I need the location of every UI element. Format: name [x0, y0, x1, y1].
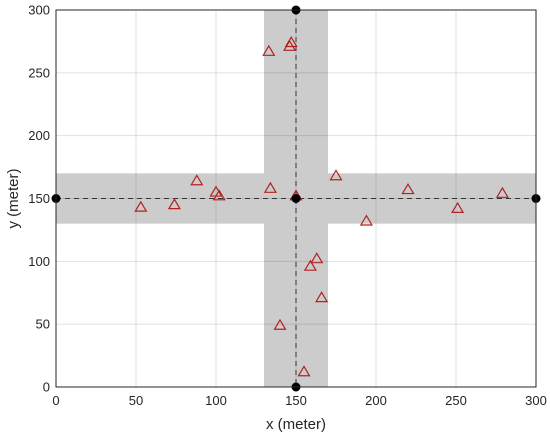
- triangle-marker: [329, 169, 343, 181]
- y-tick-label: 200: [28, 128, 50, 143]
- x-tick-label: 250: [445, 393, 467, 408]
- axes-box: [55, 9, 537, 388]
- x-tick-labels: 0 50 100 150 200 250 300: [52, 393, 546, 408]
- triangle-marker: [134, 200, 148, 212]
- x-tick-label: 100: [205, 393, 227, 408]
- triangle-marker: [273, 318, 287, 330]
- sensor-markers: [134, 35, 509, 377]
- y-tick-labels: 0 50 100 150 200 250 300: [28, 3, 50, 395]
- triangle-marker: [359, 214, 373, 226]
- x-tick-label: 150: [285, 393, 307, 408]
- x-tick-label: 0: [52, 393, 59, 408]
- triangle-marker: [401, 183, 415, 195]
- triangle-marker: [167, 198, 181, 210]
- triangle-marker: [284, 35, 298, 48]
- y-tick-label: 100: [28, 254, 50, 269]
- triangle-marker: [315, 291, 329, 303]
- x-tick-label: 200: [365, 393, 387, 408]
- triangle-marker: [212, 189, 226, 201]
- x-tick-label: 300: [525, 393, 547, 408]
- x-axis-label: x (meter): [266, 416, 326, 433]
- triangle-marker: [262, 44, 276, 56]
- road-center-lines: [56, 10, 536, 387]
- node-point: [291, 194, 301, 203]
- plot-frame: [55, 9, 537, 388]
- y-tick-label: 0: [43, 380, 50, 395]
- triangle-marker: [303, 259, 317, 271]
- x-tick-label: 50: [129, 393, 143, 408]
- y-tick-label: 150: [28, 191, 50, 206]
- triangle-marker: [310, 252, 324, 264]
- y-tick-label: 250: [28, 65, 50, 80]
- triangle-marker: [451, 201, 465, 214]
- triangle-marker: [495, 186, 509, 198]
- triangle-marker: [263, 181, 277, 193]
- y-tick-label: 300: [28, 3, 50, 18]
- triangle-marker: [190, 174, 204, 186]
- y-tick-label: 50: [36, 317, 50, 332]
- y-axis-label: y (meter): [5, 168, 22, 228]
- triangle-marker: [297, 365, 311, 377]
